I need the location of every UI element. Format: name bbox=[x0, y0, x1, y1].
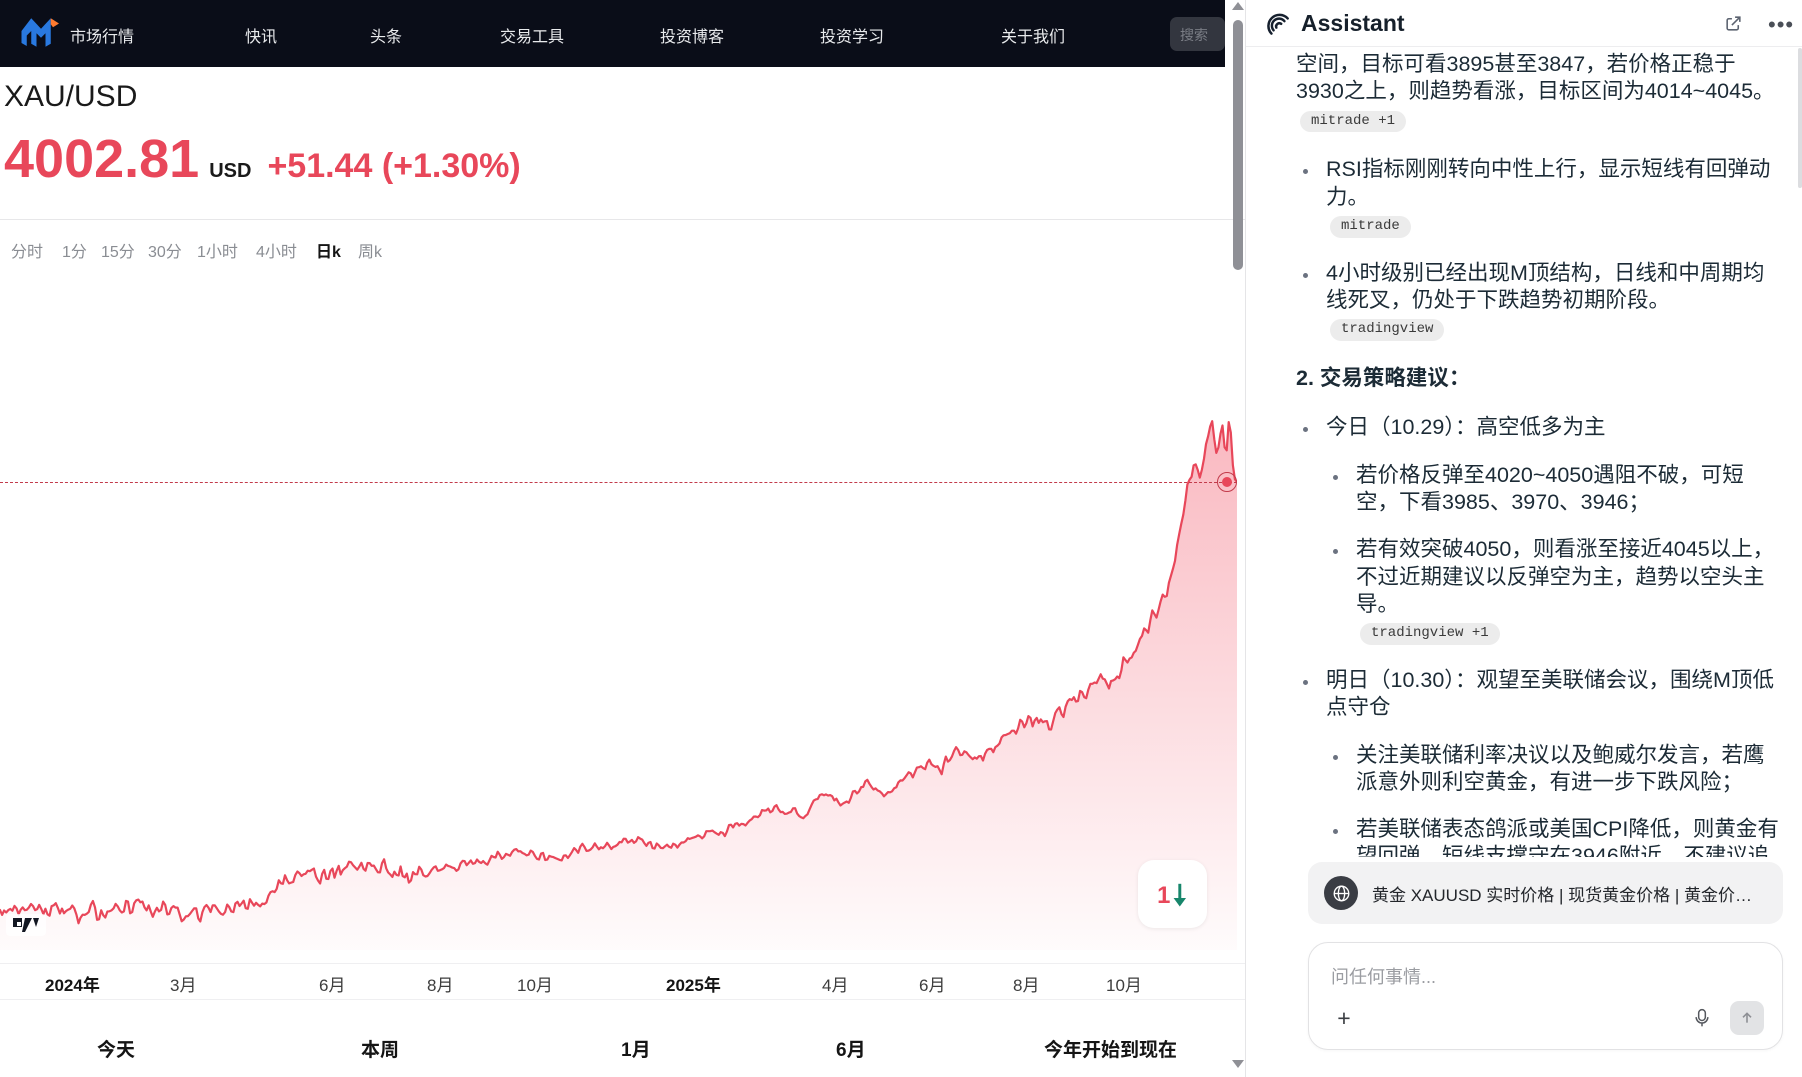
svg-text:1: 1 bbox=[1157, 882, 1170, 909]
